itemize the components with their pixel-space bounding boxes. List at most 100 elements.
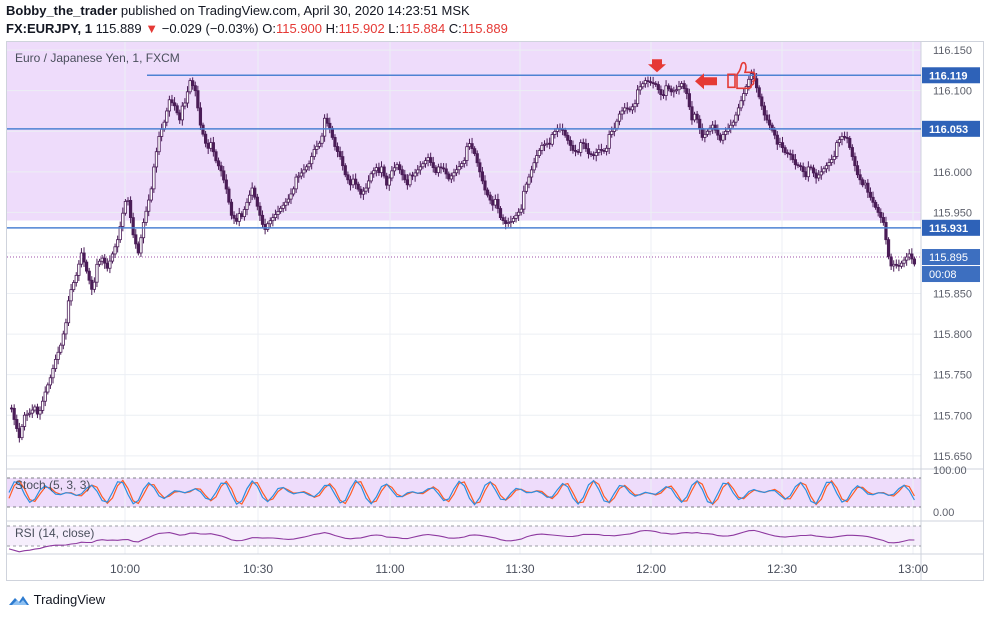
candle (762, 105, 766, 116)
candle (589, 153, 593, 156)
rsi-band (7, 526, 921, 546)
candle (452, 172, 456, 177)
candle (51, 368, 55, 379)
candle (121, 212, 125, 227)
price-tag (922, 249, 980, 266)
candle (87, 270, 91, 281)
candle (385, 175, 389, 186)
candle (749, 73, 754, 80)
candle (279, 207, 283, 212)
candle (53, 359, 58, 369)
candle (876, 206, 880, 213)
candle (545, 142, 549, 145)
candle (48, 377, 52, 386)
candle (64, 322, 68, 335)
candle (483, 180, 487, 191)
candle (886, 239, 891, 258)
candle (679, 83, 684, 88)
candle (786, 152, 790, 155)
candle (835, 142, 839, 157)
candle (343, 165, 347, 176)
stoch-legend: Stoch (5, 3, 3) (15, 478, 90, 492)
price-tag (922, 266, 980, 283)
candle (568, 139, 572, 146)
candle (615, 120, 619, 129)
candle (253, 187, 257, 198)
candle (529, 169, 534, 178)
price-change: −0.029 (−0.03%) (161, 21, 259, 36)
candle (636, 89, 640, 105)
candle (540, 144, 544, 151)
candle (814, 172, 818, 179)
candle (620, 110, 624, 115)
candle (902, 259, 906, 264)
candle (819, 171, 823, 176)
candle (441, 167, 446, 170)
main-legend: Euro / Japanese Yen, 1, FXCM (15, 51, 180, 65)
candle (597, 149, 601, 153)
candle (773, 129, 777, 136)
candle (633, 103, 637, 108)
chart-canvas[interactable]: 116.150116.100116.050116.000115.950115.9… (7, 42, 984, 581)
candle (509, 221, 513, 223)
symbol-label: FX:EURJPY, 1 (6, 21, 92, 36)
candle (284, 201, 288, 206)
candle (467, 143, 472, 148)
candle (780, 142, 785, 149)
candle (126, 199, 130, 202)
candle (183, 102, 187, 107)
left-arrow-marker-icon (695, 73, 717, 90)
candle (209, 142, 213, 149)
candle (118, 226, 122, 241)
candle (170, 99, 174, 104)
candle (879, 211, 883, 218)
symbol-line: FX:EURJPY, 1 115.889 ▼ −0.029 (−0.03%) O… (6, 21, 508, 36)
candle (436, 166, 441, 174)
candle (584, 143, 588, 150)
candle (661, 94, 666, 96)
candle (328, 122, 332, 129)
candle (351, 178, 355, 186)
price-tick-label: 116.000 (933, 167, 972, 179)
candle (674, 89, 679, 92)
price-tick-label: 115.850 (933, 289, 972, 301)
candle (563, 129, 567, 136)
time-tick-label: 12:30 (767, 562, 797, 576)
candle (586, 148, 591, 155)
candle (659, 89, 663, 95)
candle (806, 166, 810, 178)
candle (180, 105, 184, 121)
stoch-tick-label: 0.00 (933, 507, 954, 519)
candle (400, 169, 404, 176)
candle (861, 179, 865, 186)
down-arrow-marker-icon (648, 59, 666, 73)
candle (447, 173, 451, 180)
candle (219, 165, 223, 172)
candle (320, 135, 324, 144)
candle (100, 257, 104, 262)
candle (690, 106, 694, 121)
candle (131, 217, 135, 236)
candle (341, 156, 345, 167)
author-name[interactable]: Bobby_the_trader (6, 3, 118, 18)
candle (905, 256, 909, 261)
candle (579, 142, 583, 153)
candle (250, 187, 254, 196)
candle (845, 137, 849, 139)
candle (581, 142, 585, 145)
candle (685, 88, 689, 95)
time-tick-label: 13:00 (898, 562, 928, 576)
candle (128, 199, 133, 218)
candle (827, 162, 831, 167)
candle (866, 182, 870, 193)
candle (204, 133, 208, 144)
time-tick-label: 11:30 (505, 562, 534, 576)
time-tick-label: 11:00 (375, 562, 404, 576)
candle (157, 136, 161, 153)
footer-brand[interactable]: TradingView (33, 592, 106, 608)
candle (211, 142, 215, 153)
chart-container[interactable]: 116.150116.100116.050116.000115.950115.9… (6, 41, 984, 581)
candle (747, 78, 751, 87)
candle (755, 78, 759, 89)
candle (359, 188, 363, 195)
